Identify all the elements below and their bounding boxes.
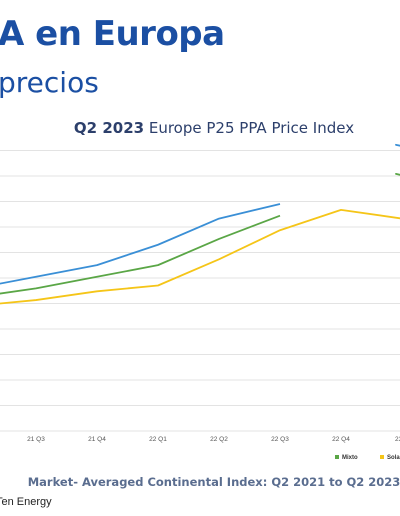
chart-footer: Market- Averaged Continental Index: Q2 2… [27,475,400,489]
legend-swatch [380,455,384,459]
legend: Mixto Solar [335,455,400,461]
x-tick-label: 23 Q [395,436,400,443]
legend-swatch [335,455,339,459]
x-tick-label: 22 Q1 [149,436,167,443]
series-line-wind [395,143,400,147]
x-tick-label: 21 Q4 [88,436,106,443]
x-tick-label: 22 Q3 [271,436,289,443]
slide-title: A en Europa [0,14,225,54]
x-tick-label: 21 Q3 [27,436,45,443]
series-line-mixed [0,214,281,295]
series-line-wind [0,203,281,285]
chart-title: Q2 2023 Europe P25 PPA Price Index [0,119,400,137]
ppa-price-index-chart: 21 Q3 21 Q4 22 Q1 22 Q2 22 Q3 22 Q4 23 Q Mixto… [0,143,400,461]
x-tick-label: 22 Q2 [210,436,228,443]
x-axis-ticks: 21 Q3 21 Q4 22 Q1 22 Q2 22 Q3 22 Q4 23 Q [27,436,400,443]
slide-subtitle: precios [0,66,99,99]
source-note: Ten Energy [0,496,52,508]
legend-label: Mixto [342,455,358,461]
chart-title-text: Europe P25 PPA Price Index [148,119,355,137]
grid-lines [0,150,400,432]
x-tick-label: 22 Q4 [332,436,350,443]
series-line-solar [0,208,400,305]
series-line-mixed [395,173,400,176]
legend-label: Solar [387,455,400,461]
chart-title-period: Q2 2023 [73,119,145,137]
series-lines [0,143,400,305]
